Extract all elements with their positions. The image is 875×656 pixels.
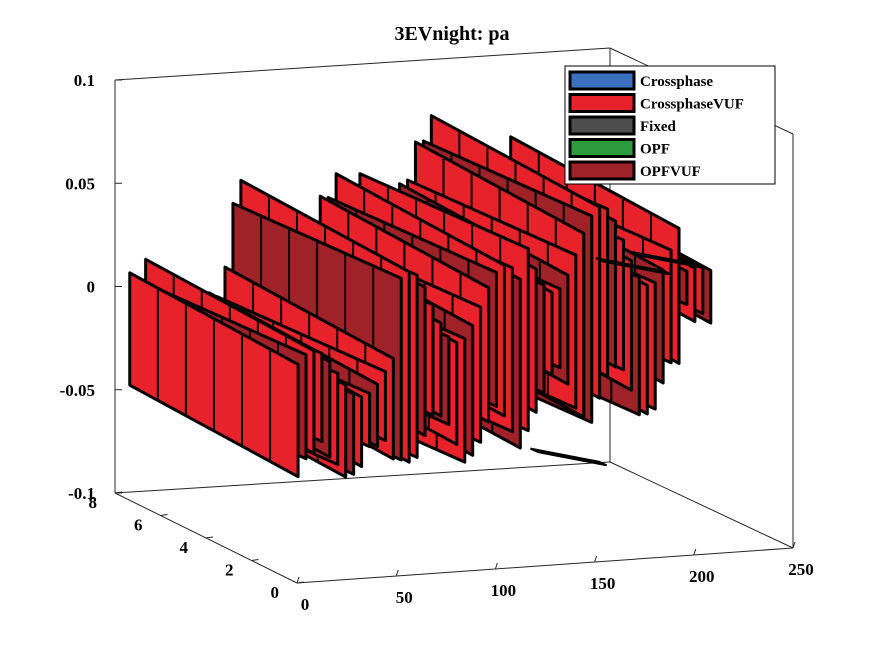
legend-label: CrossphaseVUF — [640, 97, 744, 113]
legend: Crossphase CrossphaseVUF Fixed OPF OPFVUF — [564, 65, 776, 185]
chart-title: 3EVnight: pa — [394, 23, 509, 45]
legend-swatch — [568, 93, 636, 113]
y-tick-label: 6 — [134, 516, 143, 535]
y-tick-label: 0 — [271, 583, 280, 602]
y-tick-label: 8 — [89, 493, 98, 512]
z-tick-label: -0.05 — [60, 381, 95, 400]
legend-swatch — [568, 115, 636, 136]
x-tick-label: 200 — [689, 567, 715, 586]
x-tick-label: 50 — [396, 588, 413, 607]
y-tick-label: 2 — [225, 561, 234, 580]
legend-label: OPFVUF — [640, 164, 701, 180]
axis-ticks: 0 50 100 150 200 250 0 2 4 6 8 0.1 0.05 0 -0.05 -0.1 — [60, 71, 814, 614]
y-tick-label: 4 — [180, 538, 189, 557]
legend-label: Crossphase — [640, 74, 713, 90]
z-tick-label: 0.05 — [65, 174, 95, 193]
surface-plot — [128, 114, 713, 479]
legend-swatch — [568, 160, 636, 181]
surface-patch-crossphase — [595, 257, 673, 276]
legend-swatch — [568, 70, 636, 91]
legend-label: OPF — [640, 142, 670, 158]
x-tick-label: 150 — [590, 574, 616, 593]
z-tick-label: 0 — [87, 278, 96, 297]
surface-patch-crossphase — [530, 447, 608, 467]
x-tick-label: 250 — [788, 560, 814, 579]
z-tick-label: 0.1 — [74, 71, 95, 90]
x-tick-label: 0 — [301, 595, 310, 614]
legend-label: Fixed — [640, 119, 676, 135]
x-tick-label: 100 — [491, 581, 517, 600]
surface-patch-crossphase — [629, 250, 707, 270]
z-tick-label: -0.1 — [68, 484, 95, 503]
legend-swatch — [568, 138, 636, 158]
